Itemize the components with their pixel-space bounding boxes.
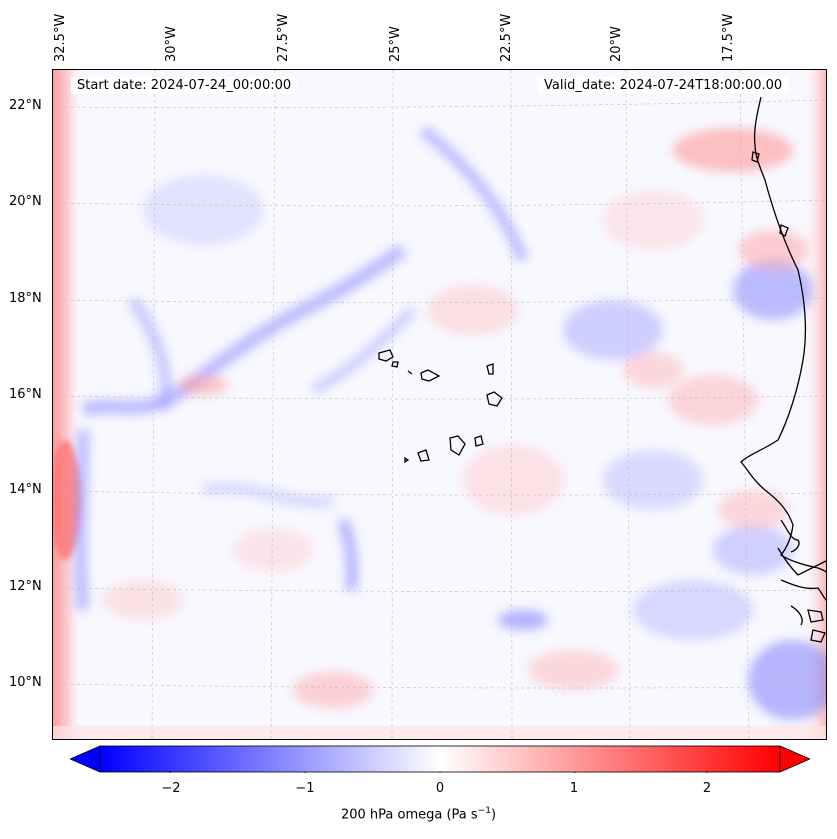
valid-date-label: Valid_date: 2024-07-24T18:00:00.00	[538, 77, 789, 94]
lon-label-17-5w: 17.5°W	[721, 13, 736, 62]
lon-label-32-5w: 32.5°W	[53, 13, 68, 62]
colorbar-label: 200 hPa omega (Pa s−1)	[0, 806, 837, 822]
lat-label-16n: 16°N	[9, 387, 42, 402]
lon-label-27-5w: 27.5°W	[276, 13, 291, 62]
lat-label-14n: 14°N	[9, 482, 42, 497]
start-date-label: Start date: 2024-07-24_00:00:00	[71, 77, 298, 94]
colorbar-extend-min	[70, 745, 101, 773]
lon-label-25w: 25°W	[388, 26, 403, 62]
lon-label-22-5w: 22.5°W	[499, 13, 514, 62]
map-plot-area	[52, 69, 827, 740]
colorbar-extend-max	[779, 745, 810, 773]
lat-label-20n: 20°N	[9, 194, 42, 209]
lon-label-20w: 20°W	[609, 26, 624, 62]
boundary-maximum-west	[53, 440, 81, 560]
colorbar-tick-marks	[169, 772, 708, 773]
colorbar-tick-neg2: −2	[161, 781, 181, 796]
lat-label-22n: 22°N	[9, 98, 42, 113]
colorbar-tick-0: 0	[435, 781, 445, 796]
boundary-band-south	[53, 726, 826, 739]
lat-label-10n: 10°N	[9, 675, 42, 690]
colorbar-tick-neg1: −1	[295, 781, 315, 796]
boundary-band-east	[801, 70, 826, 739]
colorbar-label-prefix: 200 hPa omega (Pa s	[340, 807, 478, 823]
lat-label-12n: 12°N	[9, 579, 42, 594]
colorbar-tick-1: 1	[569, 781, 579, 796]
colorbar-tick-2: 2	[702, 781, 712, 796]
omega-patches	[74, 125, 826, 720]
lat-label-18n: 18°N	[9, 291, 42, 306]
lon-label-30w: 30°W	[164, 26, 179, 62]
graticule	[53, 70, 826, 739]
colorbar-label-suffix: )	[490, 807, 497, 823]
colorbar-label-exponent: −1	[477, 806, 491, 816]
omega-field	[53, 70, 826, 739]
colorbar-ramp	[99, 745, 781, 773]
boundary-band-west	[53, 70, 83, 739]
colorbar	[70, 745, 810, 773]
coastline	[378, 96, 826, 643]
